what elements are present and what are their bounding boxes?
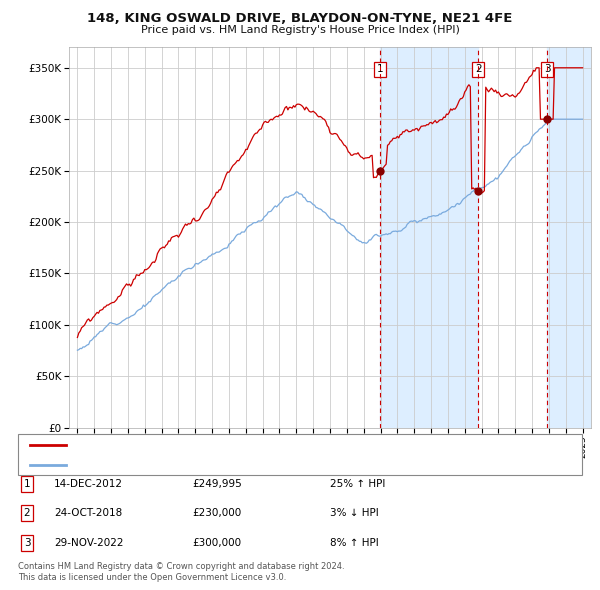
Text: Contains HM Land Registry data © Crown copyright and database right 2024.: Contains HM Land Registry data © Crown c…: [18, 562, 344, 571]
Text: 1: 1: [23, 479, 31, 489]
Bar: [547, 47, 591, 428]
Text: Price paid vs. HM Land Registry's House Price Index (HPI): Price paid vs. HM Land Registry's House …: [140, 25, 460, 35]
Text: 24-OCT-2018: 24-OCT-2018: [54, 509, 122, 518]
Text: 2: 2: [23, 509, 31, 518]
Text: 148, KING OSWALD DRIVE, BLAYDON-ON-TYNE, NE21 4FE (detached house): 148, KING OSWALD DRIVE, BLAYDON-ON-TYNE,…: [75, 440, 445, 450]
Text: 3: 3: [544, 64, 551, 74]
Text: 148, KING OSWALD DRIVE, BLAYDON-ON-TYNE, NE21 4FE: 148, KING OSWALD DRIVE, BLAYDON-ON-TYNE,…: [88, 12, 512, 25]
Text: This data is licensed under the Open Government Licence v3.0.: This data is licensed under the Open Gov…: [18, 572, 286, 582]
Text: 3% ↓ HPI: 3% ↓ HPI: [330, 509, 379, 518]
Text: 25% ↑ HPI: 25% ↑ HPI: [330, 479, 385, 489]
Text: 14-DEC-2012: 14-DEC-2012: [54, 479, 123, 489]
Text: 1: 1: [377, 64, 383, 74]
Text: HPI: Average price, detached house, Gateshead: HPI: Average price, detached house, Gate…: [75, 460, 309, 470]
Text: 8% ↑ HPI: 8% ↑ HPI: [330, 538, 379, 548]
Bar: [380, 47, 478, 428]
Text: £249,995: £249,995: [192, 479, 242, 489]
Text: £230,000: £230,000: [192, 509, 241, 518]
Text: 29-NOV-2022: 29-NOV-2022: [54, 538, 124, 548]
Text: 2: 2: [475, 64, 482, 74]
Text: £300,000: £300,000: [192, 538, 241, 548]
Text: 3: 3: [23, 538, 31, 548]
